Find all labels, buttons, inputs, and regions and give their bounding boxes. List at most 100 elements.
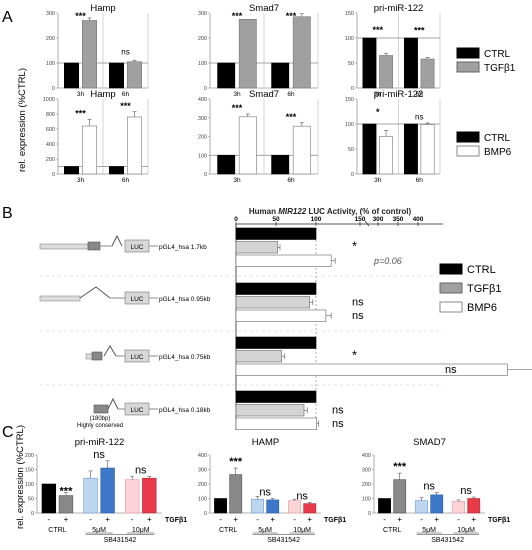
- significance-label: ***: [120, 101, 131, 111]
- y-tick-label: 800: [46, 112, 55, 118]
- x-tick-label: 6h: [416, 177, 424, 184]
- chart-c-mir: pri-miR-122 0 50 100 150 200 - + - + - + TGFβ1 CTRL 5μ…: [25, 437, 187, 544]
- treatment-sign: -: [457, 515, 460, 524]
- y-tick-label: 100: [345, 36, 354, 42]
- y-tick-label: 50: [348, 61, 354, 67]
- panel-a-charts: Hamp 0 100 200 300 3h *** 6h ns Smad7 0 100 200 300 3h…: [43, 3, 441, 184]
- bar-5m-ctrl: [251, 498, 264, 514]
- b-x-tick-label: 300: [373, 216, 384, 223]
- b-x-tick-label: 150: [355, 216, 366, 223]
- x-group-label: 10μM: [457, 527, 475, 534]
- significance-label: ***: [75, 11, 86, 21]
- y-tick-label: 150: [25, 468, 34, 474]
- treatment-sign: -: [256, 515, 259, 524]
- significance-label: ***: [414, 26, 425, 36]
- bar-10m-tgf: [142, 477, 157, 514]
- significance-label: ns: [445, 364, 457, 376]
- x-group-label: 10μM: [293, 527, 311, 534]
- panel-b-legend: CTRL TGFβ1 BMP6: [439, 263, 501, 314]
- y-tick-label: 0: [351, 172, 354, 178]
- bar-ctrl-ctrl: [214, 498, 227, 514]
- y-tick-label: 0: [52, 86, 55, 92]
- significance-label: ns: [332, 405, 344, 417]
- y-tick-label: 400: [198, 97, 207, 103]
- y-tick-label: 1000: [43, 97, 55, 103]
- x-tick-label: 6h: [122, 177, 130, 184]
- bar-bmp6-6h: [420, 124, 435, 175]
- panel-b-title: Human MIR122 LUC Activity, (% of control…: [249, 207, 412, 216]
- bar-ctrl-3h: [362, 37, 377, 89]
- bar-ctrl-3h: [217, 62, 236, 89]
- panel-letter-b: B: [2, 205, 13, 222]
- construct-schematics: LUC pGL4_hsa 1.7kb LUC pGL4_hsa 0.95kb L…: [39, 234, 211, 429]
- significance-label: ***: [286, 11, 297, 21]
- y-tick-label: 100: [46, 61, 55, 67]
- transcription-arrow: [103, 345, 117, 357]
- significance-label: ***: [60, 486, 74, 498]
- x-group-label: 5μM: [422, 527, 436, 534]
- bar-tgf1-3h: [238, 18, 257, 89]
- bar-ctrl-ctrl: [378, 498, 391, 514]
- legend-swatch-bmp6: [456, 145, 480, 157]
- y-tick-label: 100: [362, 497, 371, 503]
- significance-label: ns: [121, 47, 129, 56]
- x-tick-label: 3h: [77, 91, 85, 98]
- y-tick-label: 300: [198, 116, 207, 122]
- x-group-label: 5μM: [92, 527, 106, 534]
- legend-swatch-ctrl: [439, 263, 463, 275]
- chart-title: Hamp: [90, 89, 115, 100]
- y-tick-label: 50: [348, 147, 354, 153]
- x-group-label: CTRL: [383, 527, 401, 534]
- chart-title: pri-miR-122: [75, 437, 125, 448]
- bar-ctrl-6h: [109, 166, 125, 175]
- treatment-sign: -: [219, 515, 222, 524]
- y-tick-label: 150: [345, 97, 354, 103]
- y-tick-label: 100: [198, 61, 207, 67]
- luc-label: LUC: [130, 296, 143, 303]
- conserved-block: [91, 351, 103, 361]
- bar-bmp6-3h: [238, 116, 257, 175]
- treatment-sign: +: [397, 515, 402, 524]
- bar-ctrl-6h: [271, 62, 290, 89]
- bar-bmp6-4: [235, 417, 317, 430]
- legend-swatch-tgf: [439, 282, 463, 294]
- bar-ctrl-3h: [362, 123, 377, 175]
- bar-tgf1-4: [235, 404, 305, 417]
- bar-10m-tgf: [303, 503, 317, 514]
- x-tick-label: 3h: [374, 91, 382, 98]
- panel-c-ylabel: rel. expression (%CTRL): [15, 425, 26, 529]
- x-tick-label: 3h: [374, 177, 382, 184]
- tgf-label: TGFβ1: [488, 517, 510, 524]
- bar-tgf1-3h: [82, 20, 98, 89]
- construct-1-7kb: LUC pGL4_hsa 1.7kb: [39, 234, 207, 253]
- construct-label: pGL4_hsa 1.7kb: [159, 244, 207, 251]
- chart-title: pri-miR-122: [374, 3, 424, 14]
- chart-title: pri-miR-122: [374, 89, 424, 100]
- bar-bmp6-6h: [127, 116, 143, 175]
- construct-0-75kb: LUC pGL4_hsa 0.75kb: [85, 345, 211, 363]
- significance-label: ns: [352, 297, 364, 309]
- b-x-tick-label: 350: [393, 216, 404, 223]
- x-group-label: 5μM: [258, 527, 272, 534]
- bar-bmp6-6h: [292, 125, 311, 175]
- significance-label: ***: [232, 11, 243, 21]
- treatment-sign: -: [383, 515, 386, 524]
- treatment-sign: -: [293, 515, 296, 524]
- x-tick-label: 3h: [77, 177, 85, 184]
- chart-title: Smad7: [249, 3, 279, 14]
- bar-ctrl-ctrl: [41, 483, 57, 514]
- legend-label-tgf: TGFβ1: [484, 63, 516, 74]
- chart-a-smad7-bmp: Smad7 0 100 200 300 400 3h *** 6h ***: [198, 89, 319, 184]
- y-tick-label: 0: [52, 172, 55, 178]
- bar-tgf1-6h: [292, 16, 311, 89]
- construct-label: pGL4_hsa 0.75kb: [159, 354, 211, 361]
- treatment-sign: +: [471, 515, 476, 524]
- construct-label: pGL4_hsa 0.95kb: [159, 296, 211, 303]
- y-tick-label: 200: [46, 157, 55, 163]
- luc-label: LUC: [130, 244, 143, 251]
- y-tick-label: 200: [25, 453, 34, 459]
- significance-label: ns: [332, 418, 344, 430]
- y-tick-label: 100: [345, 122, 354, 128]
- significance-label: ***: [232, 103, 243, 113]
